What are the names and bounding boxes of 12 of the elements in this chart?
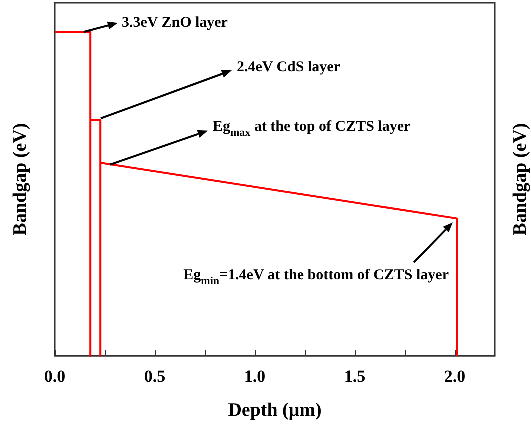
annotation: 3.3eV ZnO layer	[122, 15, 228, 32]
annotation: Eg$_{max}$ at the top of CZTS layer	[213, 118, 412, 139]
x-tick-label: 0.5	[144, 367, 166, 386]
x-tick-label: 2.0	[444, 367, 466, 386]
annotation: 2.4eV CdS layer	[237, 60, 341, 76]
x-tick-label: 1.0	[244, 367, 266, 386]
y-axis-title: Bandgap (eV)	[10, 123, 30, 236]
y2-axis-title: Bandgap (eV)	[510, 123, 530, 236]
x-tick-label: 1.5	[344, 367, 366, 386]
x-tick-label: 0.0	[44, 367, 66, 386]
annotation: Eg$_{min}$=1.4eV at the bottom of CZTS layer	[184, 268, 450, 288]
x-axis-title: Depth (μm)	[228, 400, 322, 421]
